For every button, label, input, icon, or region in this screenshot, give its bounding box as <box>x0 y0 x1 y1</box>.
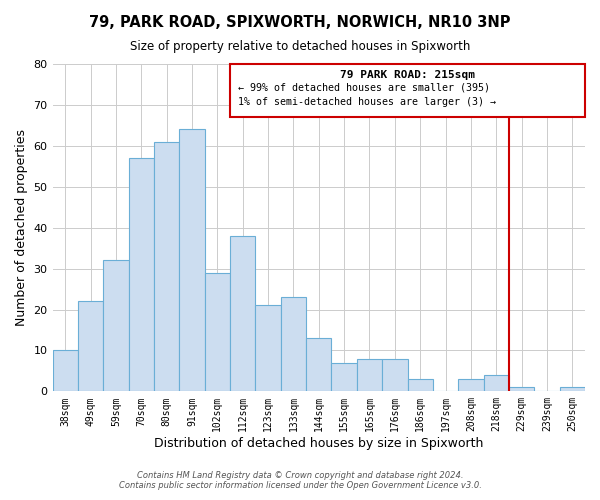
Text: Size of property relative to detached houses in Spixworth: Size of property relative to detached ho… <box>130 40 470 53</box>
Bar <box>484 375 509 392</box>
FancyBboxPatch shape <box>230 64 585 117</box>
Bar <box>256 306 281 392</box>
Bar <box>230 236 256 392</box>
Text: 1% of semi-detached houses are larger (3) →: 1% of semi-detached houses are larger (3… <box>238 96 496 106</box>
Y-axis label: Number of detached properties: Number of detached properties <box>15 129 28 326</box>
Bar <box>205 272 230 392</box>
Bar <box>331 362 357 392</box>
Bar <box>407 379 433 392</box>
Bar <box>509 387 534 392</box>
Bar <box>128 158 154 392</box>
Bar <box>103 260 128 392</box>
Bar <box>306 338 331 392</box>
Text: 79 PARK ROAD: 215sqm: 79 PARK ROAD: 215sqm <box>340 70 475 80</box>
Bar <box>357 358 382 392</box>
Text: 79, PARK ROAD, SPIXWORTH, NORWICH, NR10 3NP: 79, PARK ROAD, SPIXWORTH, NORWICH, NR10 … <box>89 15 511 30</box>
Bar <box>179 130 205 392</box>
Bar <box>53 350 78 392</box>
X-axis label: Distribution of detached houses by size in Spixworth: Distribution of detached houses by size … <box>154 437 484 450</box>
Bar <box>281 297 306 392</box>
Text: Contains HM Land Registry data © Crown copyright and database right 2024.
Contai: Contains HM Land Registry data © Crown c… <box>119 470 481 490</box>
Bar <box>78 302 103 392</box>
Bar <box>382 358 407 392</box>
Bar <box>560 387 585 392</box>
Text: ← 99% of detached houses are smaller (395): ← 99% of detached houses are smaller (39… <box>238 82 490 92</box>
Bar <box>154 142 179 392</box>
Bar <box>458 379 484 392</box>
